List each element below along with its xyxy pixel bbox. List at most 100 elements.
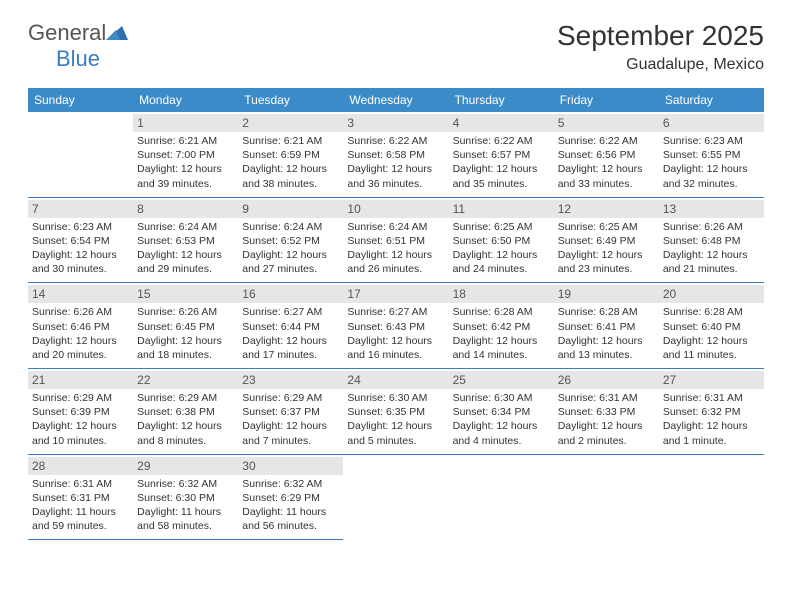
day-details: Sunrise: 6:29 AMSunset: 6:38 PMDaylight:… (137, 391, 234, 448)
sunset-text: Sunset: 6:46 PM (32, 320, 129, 334)
day-details: Sunrise: 6:31 AMSunset: 6:33 PMDaylight:… (558, 391, 655, 448)
sunrise-text: Sunrise: 6:32 AM (242, 477, 339, 491)
month-title: September 2025 (557, 20, 764, 52)
daylight-text: Daylight: 12 hours and 20 minutes. (32, 334, 129, 362)
calendar-cell: 21Sunrise: 6:29 AMSunset: 6:39 PMDayligh… (28, 369, 133, 455)
daylight-text: Daylight: 12 hours and 21 minutes. (663, 248, 760, 276)
day-number: 28 (28, 457, 133, 475)
day-details: Sunrise: 6:30 AMSunset: 6:35 PMDaylight:… (347, 391, 444, 448)
day-details: Sunrise: 6:22 AMSunset: 6:56 PMDaylight:… (558, 134, 655, 191)
daylight-text: Daylight: 12 hours and 23 minutes. (558, 248, 655, 276)
day-number: 13 (659, 200, 764, 218)
sunrise-text: Sunrise: 6:22 AM (453, 134, 550, 148)
sunrise-text: Sunrise: 6:26 AM (663, 220, 760, 234)
day-details: Sunrise: 6:31 AMSunset: 6:31 PMDaylight:… (32, 477, 129, 534)
daylight-text: Daylight: 12 hours and 26 minutes. (347, 248, 444, 276)
logo-text: General Blue (28, 20, 128, 72)
calendar-cell: 27Sunrise: 6:31 AMSunset: 6:32 PMDayligh… (659, 369, 764, 455)
calendar-cell: 29Sunrise: 6:32 AMSunset: 6:30 PMDayligh… (133, 454, 238, 540)
calendar-cell: 24 Sunrise: 6:30 AMSunset: 6:35 PMDayligh… (343, 369, 448, 455)
day-number: 6 (659, 114, 764, 132)
weekday-header: Monday (133, 88, 238, 112)
day-details: Sunrise: 6:22 AMSunset: 6:58 PMDaylight:… (347, 134, 444, 191)
sunrise-text: Sunrise: 6:31 AM (558, 391, 655, 405)
sunset-text: Sunset: 6:34 PM (453, 405, 550, 419)
daylight-text: Daylight: 12 hours and 2 minutes. (558, 419, 655, 447)
daylight-text: Daylight: 11 hours and 58 minutes. (137, 505, 234, 533)
sunset-text: Sunset: 6:43 PM (347, 320, 444, 334)
calendar-cell (449, 454, 554, 540)
sunrise-text: Sunrise: 6:29 AM (32, 391, 129, 405)
calendar-cell: 12Sunrise: 6:25 AMSunset: 6:49 PMDayligh… (554, 197, 659, 283)
daylight-text: Daylight: 12 hours and 16 minutes. (347, 334, 444, 362)
sunset-text: Sunset: 6:44 PM (242, 320, 339, 334)
sunrise-text: Sunrise: 6:23 AM (32, 220, 129, 234)
sunset-text: Sunset: 6:42 PM (453, 320, 550, 334)
daylight-text: Daylight: 12 hours and 17 minutes. (242, 334, 339, 362)
sunrise-text: Sunrise: 6:28 AM (558, 305, 655, 319)
calendar-cell: 28 Sunrise: 6:31 AMSunset: 6:31 PMDayligh… (28, 454, 133, 540)
logo-word-1: General (28, 20, 106, 45)
daylight-text: Daylight: 12 hours and 14 minutes. (453, 334, 550, 362)
calendar-cell: 25 Sunrise: 6:30 AMSunset: 6:34 PMDayligh… (449, 369, 554, 455)
sunset-text: Sunset: 6:49 PM (558, 234, 655, 248)
weekday-header: Saturday (659, 88, 764, 112)
day-number: 22 (133, 371, 238, 389)
sunrise-text: Sunrise: 6:21 AM (137, 134, 234, 148)
sunrise-text: Sunrise: 6:28 AM (453, 305, 550, 319)
sunset-text: Sunset: 6:29 PM (242, 491, 339, 505)
sunset-text: Sunset: 6:45 PM (137, 320, 234, 334)
daylight-text: Daylight: 12 hours and 18 minutes. (137, 334, 234, 362)
sunset-text: Sunset: 6:33 PM (558, 405, 655, 419)
calendar-cell: 7Sunrise: 6:23 AMSunset: 6:54 PMDaylight… (28, 197, 133, 283)
calendar-cell: 22 Sunrise: 6:29 AMSunset: 6:38 PMDayligh… (133, 369, 238, 455)
calendar-cell: 30Sunrise: 6:32 AMSunset: 6:29 PMDayligh… (238, 454, 343, 540)
sunrise-text: Sunrise: 6:27 AM (347, 305, 444, 319)
day-number: 15 (133, 285, 238, 303)
day-number: 27 (659, 371, 764, 389)
day-details: Sunrise: 6:23 AMSunset: 6:55 PMDaylight:… (663, 134, 760, 191)
day-number: 1 (133, 114, 238, 132)
calendar-cell: 11Sunrise: 6:25 AMSunset: 6:50 PMDayligh… (449, 197, 554, 283)
sunset-text: Sunset: 6:30 PM (137, 491, 234, 505)
day-details: Sunrise: 6:27 AMSunset: 6:44 PMDaylight:… (242, 305, 339, 362)
day-details: Sunrise: 6:24 AMSunset: 6:51 PMDaylight:… (347, 220, 444, 277)
sunset-text: Sunset: 6:54 PM (32, 234, 129, 248)
calendar-cell: 18Sunrise: 6:28 AMSunset: 6:42 PMDayligh… (449, 283, 554, 369)
calendar-cell (28, 112, 133, 197)
daylight-text: Daylight: 12 hours and 24 minutes. (453, 248, 550, 276)
sunrise-text: Sunrise: 6:30 AM (453, 391, 550, 405)
day-number: 25 (449, 371, 554, 389)
sunset-text: Sunset: 6:35 PM (347, 405, 444, 419)
day-number: 17 (343, 285, 448, 303)
calendar-row: 14Sunrise: 6:26 AMSunset: 6:46 PMDayligh… (28, 283, 764, 369)
sunset-text: Sunset: 6:31 PM (32, 491, 129, 505)
sunrise-text: Sunrise: 6:22 AM (347, 134, 444, 148)
sunset-text: Sunset: 6:32 PM (663, 405, 760, 419)
calendar-body: 1 Sunrise: 6:21 AMSunset: 7:00 PMDaylight… (28, 112, 764, 540)
sunrise-text: Sunrise: 6:25 AM (453, 220, 550, 234)
day-number: 14 (28, 285, 133, 303)
daylight-text: Daylight: 12 hours and 4 minutes. (453, 419, 550, 447)
calendar-table: Sunday Monday Tuesday Wednesday Thursday… (28, 88, 764, 540)
sunrise-text: Sunrise: 6:25 AM (558, 220, 655, 234)
calendar-cell (659, 454, 764, 540)
location: Guadalupe, Mexico (557, 56, 764, 74)
calendar-cell: 15Sunrise: 6:26 AMSunset: 6:45 PMDayligh… (133, 283, 238, 369)
sunrise-text: Sunrise: 6:23 AM (663, 134, 760, 148)
day-number: 30 (238, 457, 343, 475)
weekday-header: Wednesday (343, 88, 448, 112)
day-number: 4 (449, 114, 554, 132)
day-details: Sunrise: 6:21 AMSunset: 7:00 PMDaylight:… (137, 134, 234, 191)
day-number: 10 (343, 200, 448, 218)
sunset-text: Sunset: 6:38 PM (137, 405, 234, 419)
header: General Blue September 2025 Guadalupe, M… (28, 20, 764, 74)
weekday-header: Tuesday (238, 88, 343, 112)
day-number: 24 (343, 371, 448, 389)
calendar-page: General Blue September 2025 Guadalupe, M… (0, 0, 792, 550)
day-details: Sunrise: 6:21 AMSunset: 6:59 PMDaylight:… (242, 134, 339, 191)
day-number: 16 (238, 285, 343, 303)
day-details: Sunrise: 6:32 AMSunset: 6:30 PMDaylight:… (137, 477, 234, 534)
calendar-row: 28 Sunrise: 6:31 AMSunset: 6:31 PMDayligh… (28, 454, 764, 540)
day-number: 9 (238, 200, 343, 218)
